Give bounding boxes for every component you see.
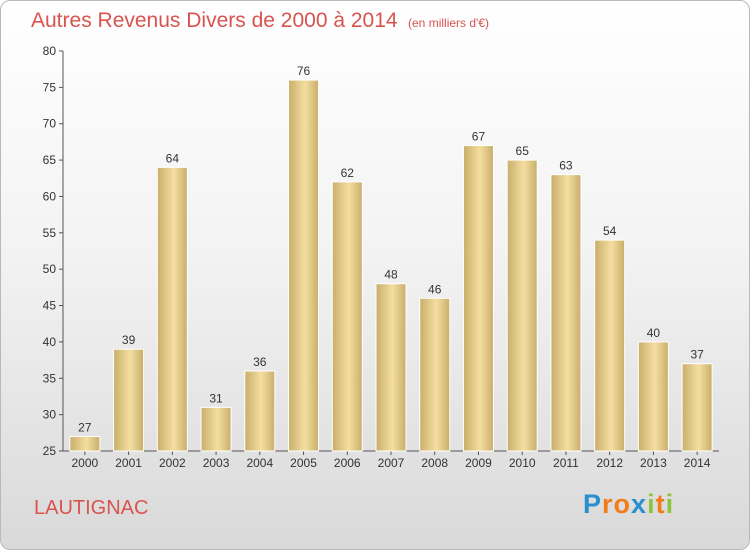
logo-letter: i <box>647 489 656 519</box>
chart-subtitle: (en milliers d'€) <box>408 16 489 30</box>
y-tick-label: 65 <box>43 153 57 167</box>
data-label: 76 <box>297 64 311 78</box>
bar-2001 <box>113 348 145 452</box>
bar-2006 <box>331 181 363 452</box>
bar-2010 <box>506 159 538 452</box>
x-tick-label: 2005 <box>290 456 317 470</box>
data-label: 48 <box>384 268 398 282</box>
commune-name: LAUTIGNAC <box>34 497 149 519</box>
x-tick-label: 2010 <box>509 456 536 470</box>
bar-2007 <box>375 283 407 452</box>
x-tick-label: 2003 <box>203 456 230 470</box>
x-tick-label: 2013 <box>640 456 667 470</box>
bar-2005 <box>288 79 320 452</box>
y-tick-label: 45 <box>43 299 57 313</box>
x-tick-label: 2011 <box>553 456 579 470</box>
data-label: 67 <box>472 130 486 144</box>
y-tick-label: 40 <box>43 335 57 349</box>
data-label: 27 <box>78 420 92 434</box>
bar-2000 <box>69 435 101 452</box>
x-tick-label: 2008 <box>421 456 448 470</box>
y-tick-label: 70 <box>43 117 57 131</box>
data-label: 63 <box>559 159 573 173</box>
bar-2009 <box>462 145 494 452</box>
data-label: 54 <box>603 224 617 238</box>
y-tick-label: 60 <box>43 189 57 203</box>
x-tick-label: 2009 <box>465 456 492 470</box>
x-tick-label: 2007 <box>378 456 405 470</box>
y-tick-label: 35 <box>43 371 57 385</box>
data-label: 39 <box>122 333 136 347</box>
x-tick-label: 2012 <box>596 456 623 470</box>
data-label: 64 <box>166 151 180 165</box>
bar-2008 <box>419 297 451 452</box>
data-label: 36 <box>253 355 267 369</box>
chart-title: Autres Revenus Divers de 2000 à 2014 <box>31 9 398 32</box>
bar-2002 <box>156 166 188 452</box>
logo-letter: t <box>655 489 666 519</box>
bar-2012 <box>594 239 626 452</box>
data-label: 31 <box>209 391 223 405</box>
y-tick-label: 30 <box>43 408 57 422</box>
bar-2003 <box>200 406 232 452</box>
bar-2004 <box>244 370 276 452</box>
bars <box>69 79 713 452</box>
bar-2014 <box>681 363 713 452</box>
data-label: 46 <box>428 282 442 296</box>
x-tick-label: 2004 <box>246 456 273 470</box>
data-labels: 27 39 64 31 36 76 62 48 46 67 65 63 54 40 37 <box>78 64 704 434</box>
data-label: 40 <box>647 326 661 340</box>
x-tick-label: 2002 <box>159 456 186 470</box>
y-tick-label: 75 <box>43 80 57 94</box>
title-row: Autres Revenus Divers de 2000 à 2014 (en… <box>31 9 489 33</box>
proxiti-logo: Proxiti <box>583 489 674 520</box>
logo-letter: i <box>665 489 675 519</box>
bar-2013 <box>637 341 669 452</box>
y-tick-label: 80 <box>43 44 57 58</box>
x-tick-label: 2006 <box>334 456 361 470</box>
logo-letter: x <box>631 489 648 519</box>
y-tick-label: 25 <box>43 444 57 458</box>
data-label: 62 <box>341 166 355 180</box>
logo-letter: P <box>583 489 603 519</box>
logo-letter: r <box>602 489 614 519</box>
y-tick-label: 50 <box>43 262 57 276</box>
data-label: 65 <box>516 144 530 158</box>
y-tick-label: 55 <box>43 226 57 240</box>
x-tick-label: 2001 <box>115 456 142 470</box>
x-tick-label: 2000 <box>72 456 99 470</box>
logo-letter: o <box>613 489 632 519</box>
data-label: 37 <box>690 348 704 362</box>
x-tick-label: 2014 <box>684 456 711 470</box>
bar-2011 <box>550 174 582 452</box>
